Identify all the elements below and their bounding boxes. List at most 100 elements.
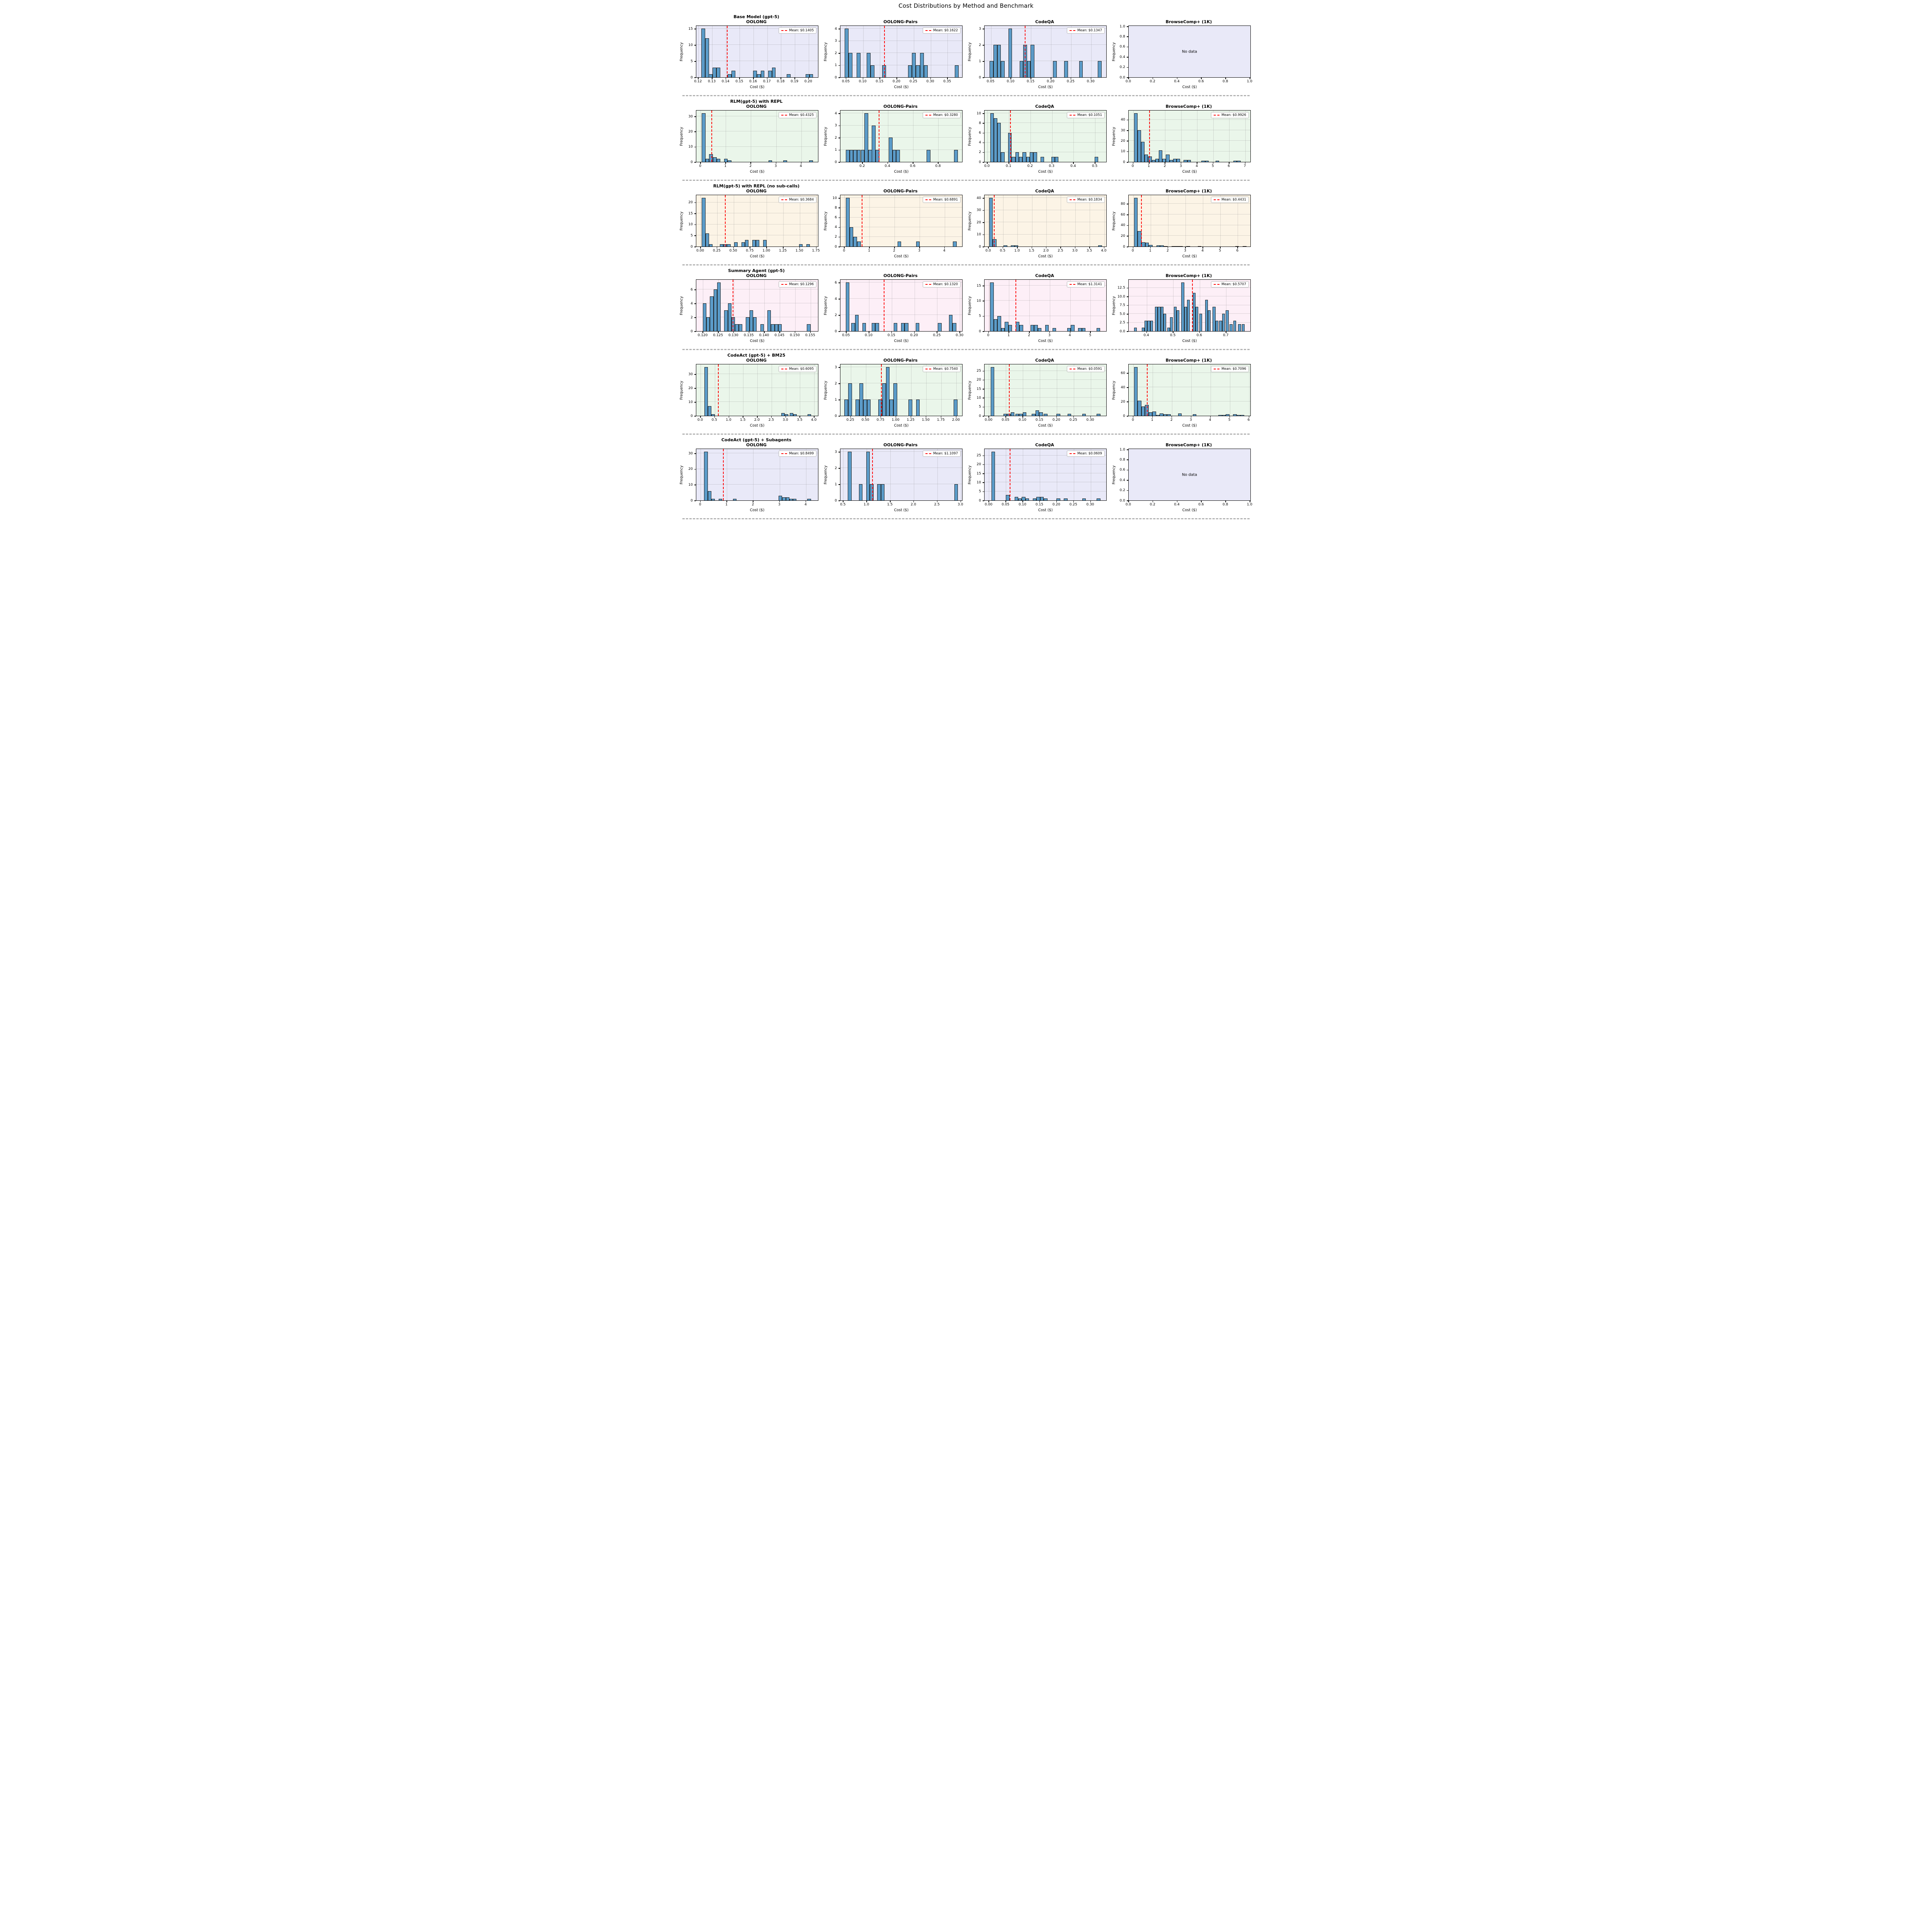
gridline-vertical xyxy=(801,111,802,162)
x-tick xyxy=(891,332,892,333)
x-tick-label: 0.135 xyxy=(743,333,754,337)
x-tick-label: 0.19 xyxy=(791,80,799,83)
x-tick-label: 0.6 xyxy=(1198,503,1204,507)
x-tick-label: 1.00 xyxy=(891,418,900,422)
y-tick-label: 3 xyxy=(835,365,837,369)
x-tick xyxy=(794,78,795,79)
chart-row: Summary Agent (gpt-5) OOLONG Mean: $0.129… xyxy=(678,265,1254,349)
legend-label: Mean: $0.5707 xyxy=(1221,282,1246,286)
y-tick-label: 6 xyxy=(690,287,693,292)
x-tick xyxy=(845,78,847,79)
x-tick-label: 0.8 xyxy=(1223,503,1228,507)
x-tick-label: 1.0 xyxy=(863,503,869,507)
hist-bar xyxy=(1052,328,1056,331)
gridline-horizontal xyxy=(1129,203,1250,204)
x-tick xyxy=(702,332,703,333)
hist-bar xyxy=(1184,160,1187,162)
figure-title: Cost Distributions by Method and Benchma… xyxy=(898,2,1034,9)
legend-label: Mean: $0.4431 xyxy=(1221,198,1246,202)
y-tick-label: 20 xyxy=(688,201,693,205)
x-tick-label: 0.3 xyxy=(1049,164,1054,168)
subplot-title: Base Model (gpt-5) OOLONG xyxy=(733,14,779,25)
hist-bar xyxy=(1151,160,1155,162)
x-tick xyxy=(1005,501,1006,502)
subplot-title: CodeAct (gpt-5) + Subagents OOLONG xyxy=(721,437,792,448)
hist-bar xyxy=(990,367,995,416)
subplot-panel: Base Model (gpt-5) OOLONG Mean: $0.1405 0.… xyxy=(678,12,822,95)
x-tick xyxy=(850,416,851,418)
hist-bar xyxy=(768,71,772,77)
x-tick-label: 3.5 xyxy=(1086,249,1092,253)
x-tick-label: 1.5 xyxy=(1029,249,1034,253)
y-tick-label: 0 xyxy=(690,245,693,249)
x-tick xyxy=(944,247,945,248)
gridline-horizontal xyxy=(696,44,818,45)
gridline-vertical xyxy=(890,449,891,500)
x-tick xyxy=(947,78,948,79)
hist-bar xyxy=(990,61,994,77)
gridline-vertical xyxy=(764,280,765,331)
y-tick xyxy=(983,416,984,417)
y-axis-label: Frequency xyxy=(679,465,684,485)
x-tick xyxy=(919,247,920,248)
x-tick xyxy=(698,78,699,79)
x-tick xyxy=(1070,332,1071,333)
y-tick xyxy=(983,45,984,46)
y-tick-label: 4 xyxy=(835,297,837,301)
x-tick xyxy=(1051,162,1053,164)
y-tick xyxy=(838,315,840,316)
chart-row: RLM(gpt-5) with REPL OOLONG Mean: $0.4325… xyxy=(678,96,1254,180)
x-tick xyxy=(801,162,802,164)
x-tick-label: 0 xyxy=(1131,164,1134,168)
x-tick-label: 0.5 xyxy=(840,503,846,507)
x-tick-label: 0.140 xyxy=(759,333,769,337)
hist-bar xyxy=(709,74,713,77)
hist-bar xyxy=(1138,401,1141,416)
chart-row: Base Model (gpt-5) OOLONG Mean: $0.1405 0.… xyxy=(678,12,1254,95)
y-tick-label: 2 xyxy=(835,136,837,140)
hist-bar xyxy=(745,240,749,247)
x-tick xyxy=(1089,247,1090,248)
gridline-vertical xyxy=(795,280,796,331)
x-tick xyxy=(988,501,989,502)
y-tick-label: 30 xyxy=(688,372,693,376)
hist-bar xyxy=(728,160,731,162)
y-tick-label: 15 xyxy=(976,387,981,391)
x-tick xyxy=(766,247,767,248)
y-tick-label: 2 xyxy=(835,466,837,470)
x-tick xyxy=(1073,416,1074,418)
x-tick-label: 0.8 xyxy=(1223,80,1228,83)
x-tick xyxy=(896,78,897,79)
x-tick xyxy=(1177,501,1178,502)
hist-bar xyxy=(1237,161,1241,162)
y-tick xyxy=(1127,77,1128,78)
y-tick-label: 1.0 xyxy=(1119,24,1125,29)
hist-bar xyxy=(1158,307,1161,331)
y-tick xyxy=(694,162,696,163)
y-tick xyxy=(1127,130,1128,131)
x-axis-label: Cost ($) xyxy=(1182,254,1197,259)
y-tick-label: 2 xyxy=(835,313,837,317)
mean-legend: Mean: $0.1296 xyxy=(779,281,816,287)
x-tick-label: 0.05 xyxy=(842,333,850,337)
subplot-title: BrowseComp+ (1K) xyxy=(1165,358,1212,363)
x-tick-label: 1 xyxy=(1149,249,1151,253)
hist-bar xyxy=(1035,410,1039,416)
hist-bar xyxy=(1192,293,1196,331)
x-axis-label: Cost ($) xyxy=(750,423,765,428)
gridline-horizontal xyxy=(985,397,1106,398)
y-tick-label: 4 xyxy=(835,111,837,116)
hist-bar xyxy=(724,159,728,162)
hist-bar xyxy=(1233,321,1236,331)
x-tick xyxy=(794,332,796,333)
y-tick xyxy=(983,152,984,153)
x-tick-label: 3 xyxy=(1189,418,1192,422)
hist-bar xyxy=(805,74,810,77)
x-tick xyxy=(987,162,988,164)
legend-dash-icon xyxy=(1070,115,1076,116)
y-tick xyxy=(694,146,696,148)
hist-bar xyxy=(1027,61,1031,77)
hist-bar xyxy=(705,38,709,77)
hist-bar xyxy=(1160,307,1163,331)
plot-area: Mean: $0.1296 xyxy=(696,279,818,332)
